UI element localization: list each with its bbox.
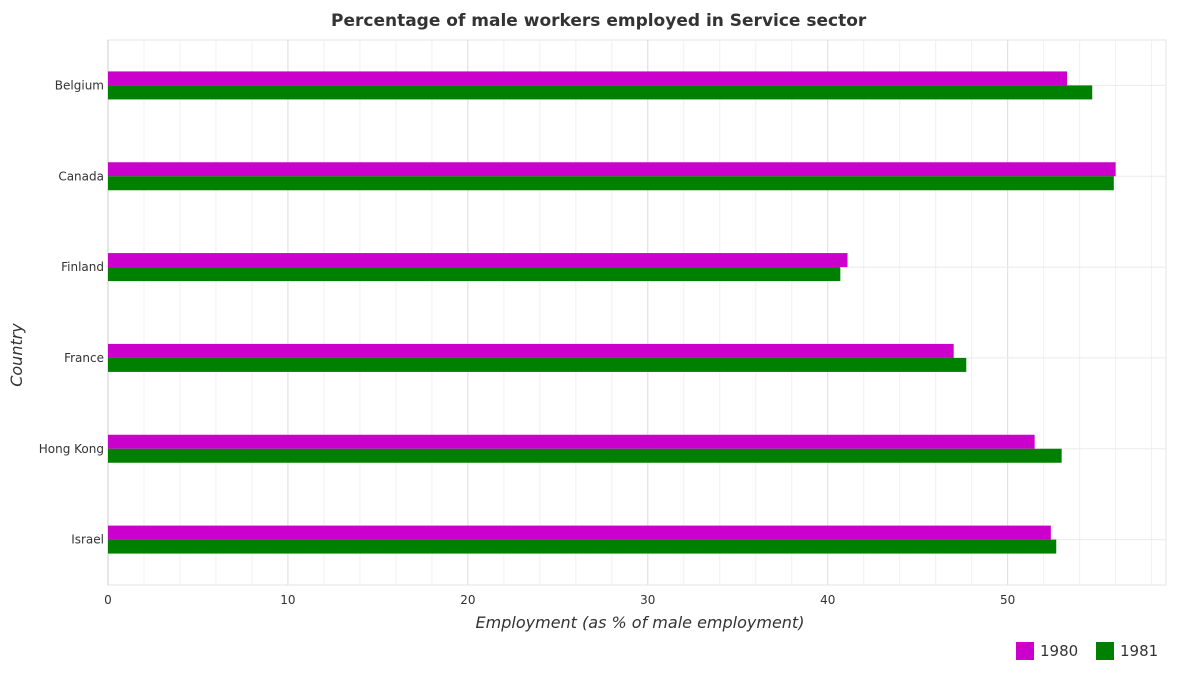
x-tick-label: 0 [104,593,112,607]
y-tick-label: Finland [61,260,104,274]
bar-hong-kong-1981 [108,448,1062,463]
chart-title: Percentage of male workers employed in S… [331,11,867,31]
legend-label-1981: 1981 [1120,642,1158,660]
grid-lines [107,39,1167,586]
x-tick-labels: 0 10 20 30 40 50 [104,593,1015,607]
bars [108,71,1116,554]
x-tick-label: 50 [1000,593,1015,607]
y-tick-label: Hong Kong [39,442,104,456]
bar-canada-1981 [108,176,1114,191]
bar-france-1980 [108,343,954,358]
x-tick-label: 40 [820,593,835,607]
bar-israel-1981 [108,539,1057,554]
y-axis-label: Country [7,323,26,387]
bar-belgium-1981 [108,85,1093,100]
y-tick-label: Israel [71,533,104,547]
bar-finland-1980 [108,253,848,268]
legend-swatch-1981 [1096,642,1114,660]
y-tick-label: Belgium [55,78,104,92]
legend-swatch-1980 [1016,642,1034,660]
bar-belgium-1980 [108,71,1068,86]
bar-israel-1980 [108,525,1051,540]
x-tick-label: 30 [640,593,655,607]
y-tick-labels: Belgium Canada Finland France Hong Kong Israe… [39,78,104,546]
legend: 1980 1981 [1016,642,1158,660]
bar-finland-1981 [108,267,841,282]
x-tick-label: 10 [280,593,295,607]
y-tick-label: Canada [58,169,104,183]
legend-label-1980: 1980 [1040,642,1078,660]
y-tick-label: France [64,351,104,365]
bar-hong-kong-1980 [108,434,1035,449]
x-axis-label: Employment (as % of male employment) [476,613,805,632]
x-tick-label: 20 [460,593,475,607]
bar-france-1981 [108,357,967,372]
bar-canada-1980 [108,162,1116,177]
